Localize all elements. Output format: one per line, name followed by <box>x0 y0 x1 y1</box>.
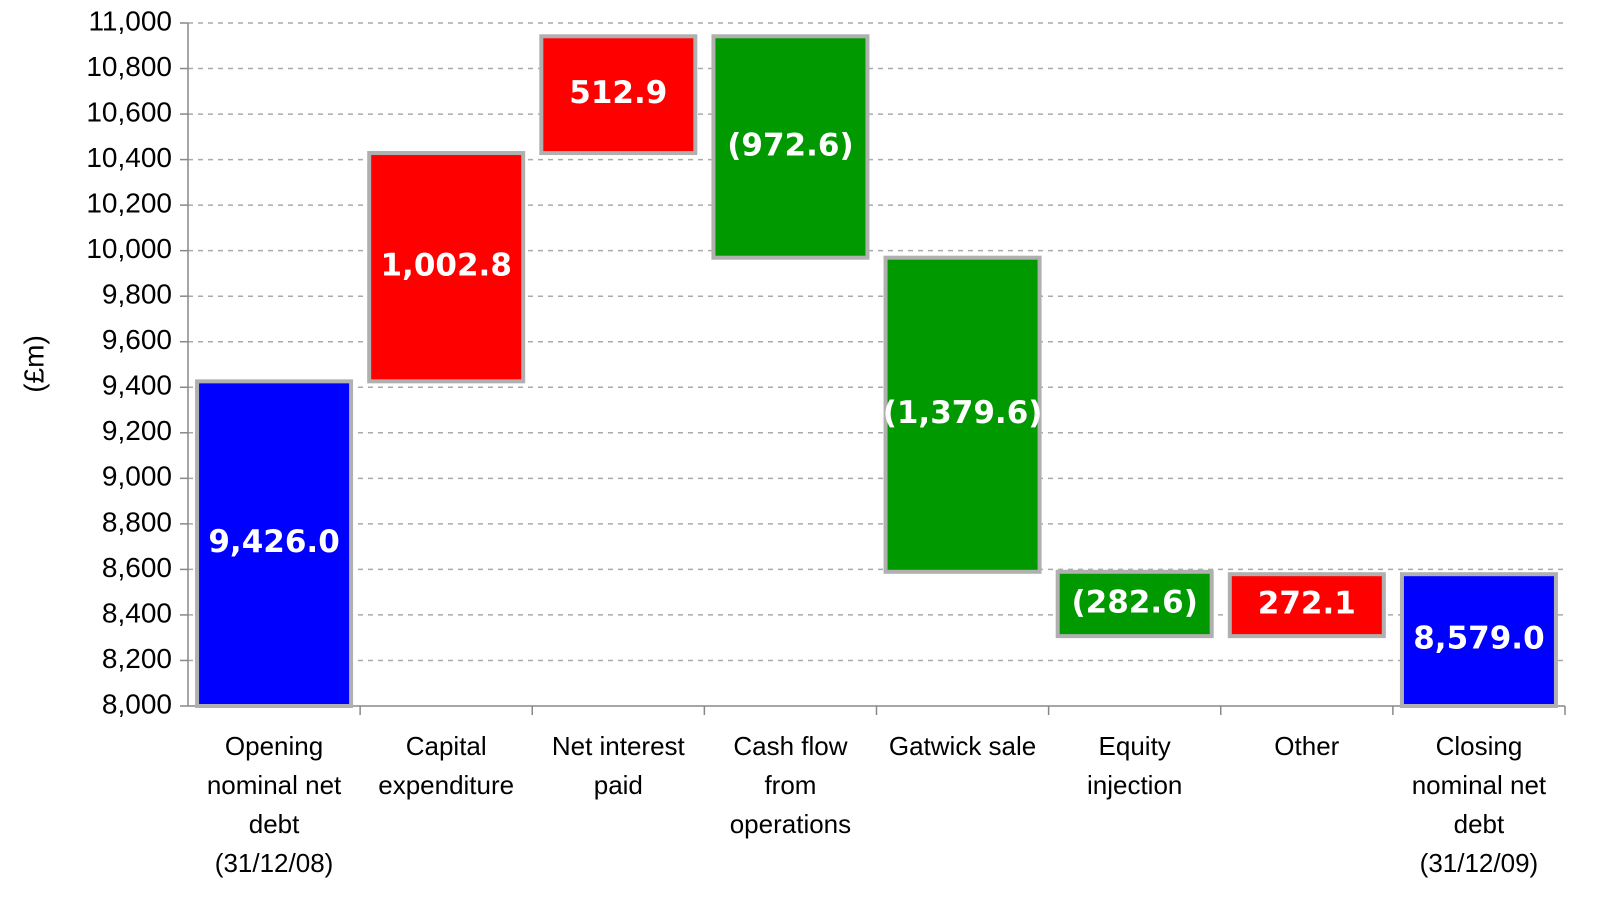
x-tick-label: Cash flow from operations <box>729 731 852 839</box>
y-tick-label: 10,000 <box>86 233 172 264</box>
bar <box>539 34 698 156</box>
x-tick-label: Opening nominal net debt (31/12/08) <box>206 731 342 878</box>
bar <box>883 255 1042 574</box>
y-tick-label: 8,400 <box>102 597 172 628</box>
y-tick-label: 9,200 <box>102 415 172 446</box>
y-tick-label: 10,200 <box>86 188 172 219</box>
y-tick-label: 9,600 <box>102 324 172 355</box>
bar <box>195 379 354 708</box>
value-label: 512.9 <box>569 75 667 111</box>
value-label: 9,426.0 <box>208 524 339 560</box>
y-axis-label: (£m) <box>18 335 49 393</box>
bar <box>711 34 870 260</box>
x-tick-label: Gatwick sale <box>888 731 1037 761</box>
y-tick-label: 9,000 <box>102 461 172 492</box>
y-tick-label: 9,400 <box>102 370 172 401</box>
bar <box>367 151 526 384</box>
y-tick-label: 11,000 <box>88 5 172 36</box>
value-label: (972.6) <box>727 127 853 163</box>
x-tick-label: Capital expenditure <box>378 731 515 800</box>
y-tick-label: 8,200 <box>102 643 172 674</box>
y-tick-label: 9,800 <box>102 279 172 310</box>
value-label: 272.1 <box>1258 586 1356 622</box>
y-tick-label: 10,600 <box>86 96 172 127</box>
x-tick-label: Other <box>1274 731 1340 761</box>
bar <box>1055 569 1214 639</box>
bar <box>1399 572 1558 709</box>
value-label: 1,002.8 <box>380 248 511 284</box>
y-tick-label: 10,800 <box>86 51 172 82</box>
value-label: (1,379.6) <box>883 395 1043 431</box>
value-label: (282.6) <box>1071 584 1197 620</box>
value-label: 8,579.0 <box>1413 621 1544 657</box>
bar <box>1227 572 1386 639</box>
x-tick-label: Closing nominal net debt (31/12/09) <box>1411 731 1547 878</box>
y-tick-label: 8,800 <box>102 506 172 537</box>
y-tick-label: 8,000 <box>102 688 172 719</box>
y-tick-label: 8,600 <box>102 552 172 583</box>
y-tick-label: 10,400 <box>86 142 172 173</box>
x-tick-label: Net interest paid <box>551 731 685 800</box>
x-tick-label: Equity injection <box>1086 731 1183 800</box>
